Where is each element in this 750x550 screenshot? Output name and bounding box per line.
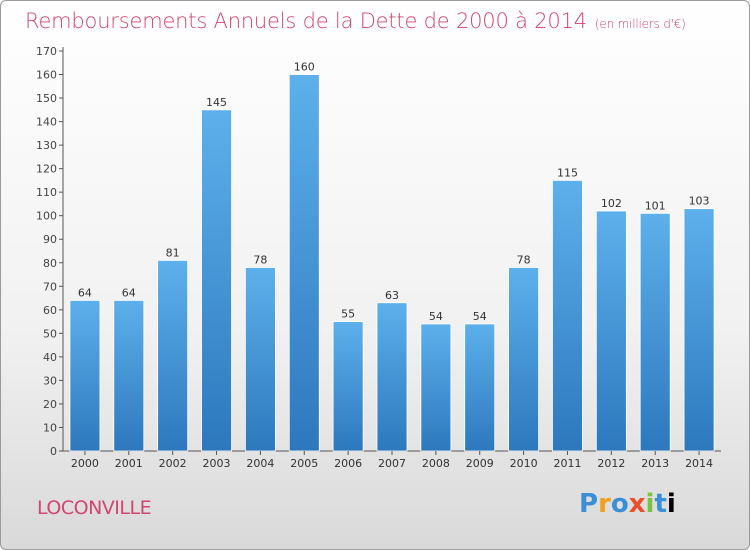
x-tick-label-2014: 2014: [685, 457, 713, 470]
proxiti-logo: Proxiti: [579, 489, 676, 519]
x-tick-label-2007: 2007: [378, 457, 406, 470]
bar-2012: [595, 210, 627, 452]
y-tick-label: 0: [50, 445, 57, 458]
x-tick-label-2001: 2001: [115, 457, 143, 470]
data-label-2006: 55: [341, 308, 355, 321]
data-label-2014: 103: [689, 195, 710, 208]
y-tick-label: 170: [36, 45, 57, 58]
chart-title: Remboursements Annuels de la Dette de 20…: [25, 9, 686, 33]
bar-2014: [683, 208, 715, 452]
y-tick-label: 100: [36, 210, 57, 223]
x-tick-label-2002: 2002: [159, 457, 187, 470]
data-label-2003: 145: [206, 96, 227, 109]
y-tick-label: 150: [36, 92, 57, 105]
data-label-2011: 115: [557, 166, 578, 179]
y-tick-label: 130: [36, 139, 57, 152]
bar-2013: [639, 212, 671, 452]
bar-2009: [464, 323, 496, 452]
data-label-2001: 64: [122, 286, 136, 299]
bar-2004: [244, 267, 276, 452]
data-label-2013: 101: [645, 199, 666, 212]
x-tick-label-2004: 2004: [246, 457, 274, 470]
data-label-2002: 81: [166, 246, 180, 259]
bar-2000: [69, 300, 101, 452]
bar-2005: [288, 74, 320, 452]
y-tick-label: 40: [43, 351, 57, 364]
data-label-2008: 54: [429, 310, 443, 323]
x-tick-label-2010: 2010: [510, 457, 538, 470]
unit-note: (en milliers d'€): [594, 17, 686, 31]
y-tick-label: 140: [36, 116, 57, 129]
y-tick-label: 70: [43, 280, 57, 293]
y-tick-label: 90: [43, 233, 57, 246]
data-label-2000: 64: [78, 286, 92, 299]
x-tick-label-2005: 2005: [290, 457, 318, 470]
data-label-2004: 78: [253, 253, 267, 266]
data-label-2009: 54: [473, 310, 487, 323]
x-tick-label-2013: 2013: [641, 457, 669, 470]
x-tick-label-2003: 2003: [203, 457, 231, 470]
y-tick-label: 10: [43, 421, 57, 434]
bar-2003: [201, 109, 232, 452]
y-tick-label: 60: [43, 304, 57, 317]
y-tick-label: 20: [43, 398, 57, 411]
bar-2010: [508, 267, 540, 452]
data-label-2005: 160: [294, 61, 315, 74]
y-tick-label: 50: [43, 327, 57, 340]
location-label: LOCONVILLE: [37, 497, 152, 519]
y-tick-label: 110: [36, 186, 57, 199]
x-tick-label-2012: 2012: [597, 457, 625, 470]
chart-title-text: Remboursements Annuels de la Dette de 20…: [25, 9, 587, 33]
bar-2007: [376, 302, 408, 452]
bar-2001: [113, 300, 145, 452]
x-tick-label-2000: 2000: [71, 457, 99, 470]
bar-2006: [332, 321, 364, 452]
x-tick-label-2009: 2009: [466, 457, 494, 470]
bar-2002: [157, 260, 189, 452]
x-tick-label-2006: 2006: [334, 457, 362, 470]
y-tick-label: 30: [43, 374, 57, 387]
y-tick-label: 120: [36, 163, 57, 176]
x-tick-label-2008: 2008: [422, 457, 450, 470]
y-tick-label: 160: [36, 69, 57, 82]
bar-2008: [420, 323, 452, 452]
data-label-2010: 78: [517, 253, 531, 266]
x-tick-label-2011: 2011: [553, 457, 581, 470]
data-label-2012: 102: [601, 197, 622, 210]
data-label-2007: 63: [385, 289, 399, 302]
y-tick-label: 80: [43, 257, 57, 270]
bar-2011: [552, 180, 583, 452]
